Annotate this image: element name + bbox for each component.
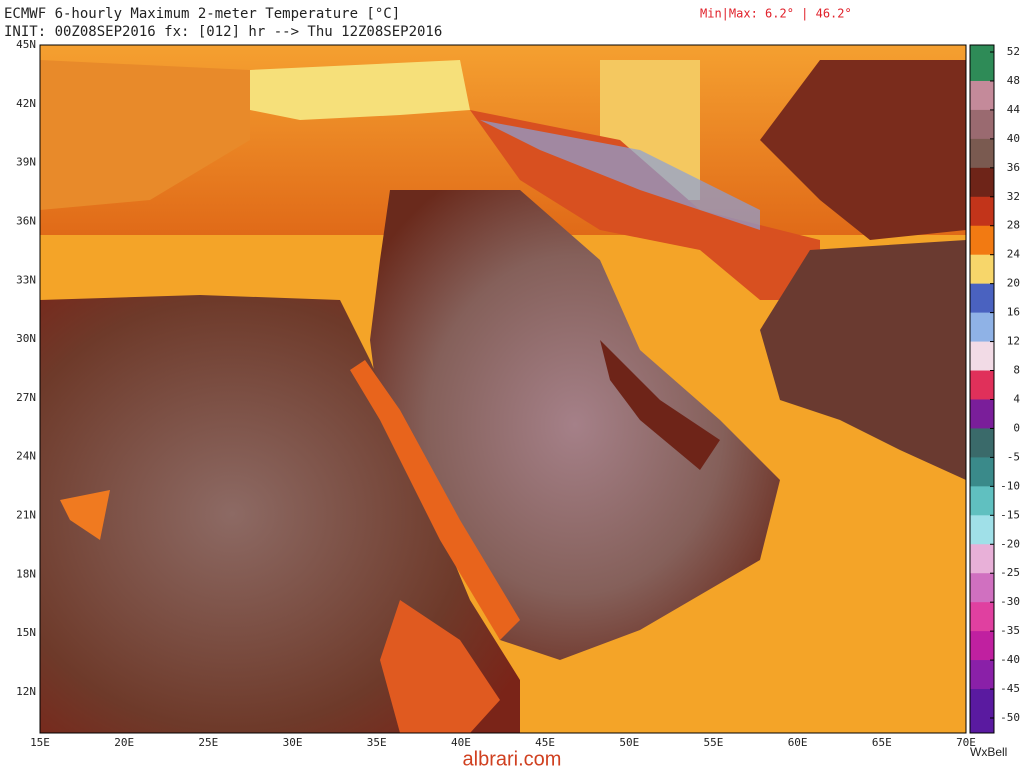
colorbar-bin xyxy=(970,167,994,198)
colorbar-bin xyxy=(970,138,994,169)
colorbar-label: 12 xyxy=(1007,335,1020,348)
lat-label: 42N xyxy=(16,97,36,110)
colorbar-bin xyxy=(970,515,994,545)
colorbar-label: -50 xyxy=(1000,711,1020,724)
colorbar-bin xyxy=(970,254,994,285)
min-max: Min|Max: 6.2° | 46.2° xyxy=(700,7,852,21)
colorbar-label: -5 xyxy=(1007,450,1020,463)
red-sea xyxy=(350,360,520,640)
lat-label: 18N xyxy=(16,567,36,580)
colorbar-bin xyxy=(970,80,994,111)
lon-label: 70E xyxy=(956,736,976,749)
lat-label: 15N xyxy=(16,626,36,639)
gulf xyxy=(600,340,720,470)
colorbar: 5248444036322824201612840-5-10-15-20-25-… xyxy=(969,44,1021,734)
colorbar-bin xyxy=(970,370,994,400)
map xyxy=(39,44,967,734)
ethiopia xyxy=(380,600,500,733)
colorbar-bin xyxy=(970,225,994,256)
lon-label: 15E xyxy=(30,736,50,749)
iran-highlands xyxy=(470,110,820,300)
colorbar-label: 48 xyxy=(1007,74,1020,87)
lon-label: 25E xyxy=(198,736,218,749)
colorbar-bin xyxy=(970,196,994,227)
colorbar-label: -15 xyxy=(1000,508,1020,521)
lat-label: 36N xyxy=(16,214,36,227)
colorbar-label: -25 xyxy=(1000,566,1020,579)
init-line: INIT: 00Z08SEP2016 fx: [012] hr --> Thu … xyxy=(4,24,442,40)
lon-label: 55E xyxy=(704,736,724,749)
lat-label: 24N xyxy=(16,450,36,463)
colorbar-cap xyxy=(970,45,994,52)
lat-label: 33N xyxy=(16,273,36,286)
colorbar-label: 20 xyxy=(1007,277,1020,290)
lon-label: 45E xyxy=(535,736,555,749)
map-frame xyxy=(39,44,967,734)
site-mark: albrari.com xyxy=(463,748,562,768)
colorbar-bin xyxy=(970,428,994,458)
lon-label: 65E xyxy=(872,736,892,749)
lat-label: 39N xyxy=(16,156,36,169)
colorbar-bin xyxy=(970,660,994,690)
colorbar-bin xyxy=(970,283,994,314)
colorbar-bin xyxy=(970,312,994,343)
colorbar-bin xyxy=(970,602,994,632)
colorbar-bin xyxy=(970,399,994,429)
colorbar-cap xyxy=(970,718,994,733)
snow-band xyxy=(480,120,760,230)
lon-label: 40E xyxy=(451,736,471,749)
colorbar-bin xyxy=(970,573,994,603)
colorbar-label: 44 xyxy=(1007,103,1021,116)
colorbar-label: 40 xyxy=(1007,132,1020,145)
colorbar-bin xyxy=(970,52,994,82)
colorbar-label: -35 xyxy=(1000,624,1020,637)
central-asia xyxy=(760,60,966,240)
lat-label: 12N xyxy=(16,685,36,698)
colorbar-label: 0 xyxy=(1013,421,1020,434)
lat-label: 21N xyxy=(16,509,36,522)
colorbar-label: 52 xyxy=(1007,45,1020,58)
title: ECMWF 6-hourly Maximum 2-meter Temperatu… xyxy=(4,6,400,22)
colorbar-bin xyxy=(970,631,994,661)
lon-label: 30E xyxy=(283,736,303,749)
colorbar-label: -40 xyxy=(1000,653,1020,666)
colorbar-bin xyxy=(970,689,994,719)
lon-label: 60E xyxy=(788,736,808,749)
colorbar-bin xyxy=(970,486,994,516)
colorbar-bin xyxy=(970,341,994,372)
colorbar-label: -20 xyxy=(1000,537,1020,550)
colorbar-label: -10 xyxy=(1000,479,1020,492)
colorbar-label: -45 xyxy=(1000,682,1020,695)
lat-label: 30N xyxy=(16,332,36,345)
colorbar-label: 16 xyxy=(1007,306,1020,319)
brand: WxBell xyxy=(970,745,1007,759)
lat-label: 45N xyxy=(16,38,36,51)
balkans xyxy=(40,60,250,210)
colorbar-label: 36 xyxy=(1007,161,1020,174)
colorbar-bin xyxy=(970,109,994,140)
colorbar-bin xyxy=(970,544,994,574)
lon-label: 20E xyxy=(114,736,134,749)
hotspot xyxy=(60,490,110,540)
lat-label: 27N xyxy=(16,391,36,404)
colorbar-bin xyxy=(970,457,994,487)
colorbar-frame xyxy=(969,44,995,734)
lon-label: 35E xyxy=(367,736,387,749)
lon-label: 50E xyxy=(619,736,639,749)
pakistan xyxy=(760,240,966,480)
colorbar-label: 8 xyxy=(1013,364,1020,377)
colorbar-label: 32 xyxy=(1007,190,1020,203)
colorbar-label: -30 xyxy=(1000,595,1020,608)
colorbar-label: 24 xyxy=(1007,248,1021,261)
colorbar-label: 4 xyxy=(1013,392,1020,405)
colorbar-label: 28 xyxy=(1007,219,1020,232)
black-sea xyxy=(250,60,470,120)
